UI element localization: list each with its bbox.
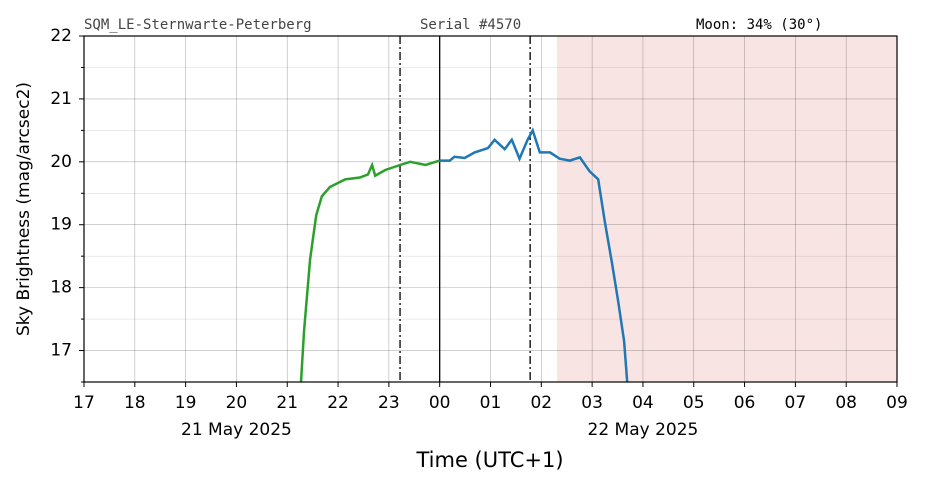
x-tick-label: 03 [581, 393, 603, 413]
x-tick-label: 20 [226, 393, 248, 413]
x-tick-label: 00 [429, 393, 451, 413]
x-axis-label: Time (UTC+1) [415, 448, 563, 472]
x-tick-label: 08 [835, 393, 857, 413]
x-tick-label: 05 [683, 393, 705, 413]
date-label: 21 May 2025 [181, 420, 292, 440]
line-series [439, 127, 629, 382]
header-left: SQM_LE-Sternwarte-Peterberg [84, 17, 312, 33]
plot-area [299, 127, 629, 382]
x-tick-label: 07 [785, 393, 807, 413]
shaded-region [557, 36, 897, 382]
x-tick-label: 18 [124, 393, 146, 413]
y-tick-label: 18 [50, 278, 72, 298]
x-tick-label: 22 [327, 393, 349, 413]
plot-frame [83, 35, 898, 383]
x-tick-label: 09 [886, 393, 908, 413]
x-tick-label: 23 [378, 393, 400, 413]
x-tick-label: 19 [175, 393, 197, 413]
x-tick-label: 04 [632, 393, 654, 413]
date-label: 22 May 2025 [588, 420, 699, 440]
header-right: Moon: 34% (30°) [696, 17, 822, 33]
header-center: Serial #4570 [420, 17, 521, 33]
y-tick-label: 19 [50, 215, 72, 235]
y-axis-label: Sky Brightness (mag/arcsec2) [14, 82, 34, 336]
y-tick-label: 20 [50, 152, 72, 172]
x-tick-label: 01 [480, 393, 502, 413]
x-tick-label: 21 [276, 393, 298, 413]
x-tick-label: 02 [530, 393, 552, 413]
y-tick-label: 21 [50, 89, 72, 109]
x-tick-label: 06 [734, 393, 756, 413]
line-series [299, 159, 441, 382]
y-tick-label: 17 [50, 341, 72, 361]
x-tick-label: 17 [73, 393, 95, 413]
y-tick-label: 22 [50, 26, 72, 46]
